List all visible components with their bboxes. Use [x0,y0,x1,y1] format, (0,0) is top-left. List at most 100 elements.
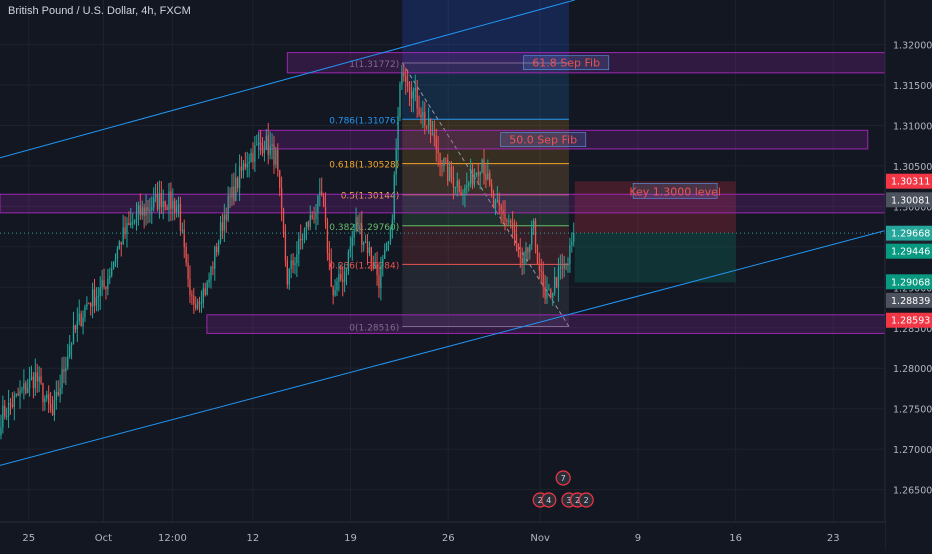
candle[interactable] [466,185,468,188]
candle[interactable] [256,144,258,146]
candle[interactable] [385,243,388,251]
candle[interactable] [489,173,491,185]
candle[interactable] [9,402,12,405]
candle[interactable] [380,266,382,289]
candle[interactable] [298,238,300,255]
candle[interactable] [126,223,128,235]
candle[interactable] [168,191,170,210]
candle[interactable] [496,200,499,202]
candle[interactable] [332,286,334,296]
candle[interactable] [28,378,31,388]
candle[interactable] [46,394,48,399]
candle[interactable] [206,282,208,295]
candle[interactable] [151,207,153,210]
candle[interactable] [132,222,134,224]
candle[interactable] [174,200,176,213]
candle[interactable] [97,295,99,298]
candle[interactable] [460,191,462,196]
candle[interactable] [447,159,449,182]
zone-rectangle[interactable] [206,314,886,334]
candle[interactable] [72,325,75,344]
candle[interactable] [17,393,19,396]
candle[interactable] [74,325,77,330]
candle[interactable] [483,159,485,175]
candle[interactable] [284,233,287,261]
candle[interactable] [555,276,558,288]
candle[interactable] [315,213,317,220]
candle[interactable] [389,229,392,242]
candle[interactable] [301,239,304,241]
candle[interactable] [172,200,174,209]
candle[interactable] [490,184,493,193]
candle[interactable] [336,281,338,291]
candle[interactable] [7,402,10,417]
candle[interactable] [219,222,222,242]
candle[interactable] [513,229,516,235]
candle[interactable] [124,227,126,235]
candle[interactable] [250,152,252,163]
candle[interactable] [202,288,205,304]
candle[interactable] [90,303,92,307]
candle[interactable] [473,174,476,185]
candle[interactable] [120,241,122,245]
candle[interactable] [414,88,416,91]
candle[interactable] [153,197,155,208]
candle[interactable] [477,172,479,176]
candle[interactable] [145,207,147,216]
candle[interactable] [36,372,38,382]
channel-line-upper[interactable] [0,0,575,159]
candle[interactable] [147,207,149,211]
candle[interactable] [48,394,50,404]
candle[interactable] [32,376,35,388]
candle[interactable] [160,192,162,208]
candle[interactable] [565,263,567,265]
candle[interactable] [280,187,283,209]
candle[interactable] [67,356,69,368]
candle[interactable] [321,191,323,196]
event-marker[interactable] [578,492,594,508]
candle[interactable] [393,174,395,220]
event-marker[interactable] [541,492,557,508]
candle[interactable] [279,170,281,188]
candle[interactable] [76,321,78,330]
candle[interactable] [548,289,550,291]
candle[interactable] [290,260,292,270]
candle[interactable] [469,169,472,184]
candle[interactable] [468,183,470,186]
candle[interactable] [403,72,405,76]
candle[interactable] [531,227,533,245]
candle[interactable] [464,187,466,194]
candle[interactable] [487,173,489,180]
candle[interactable] [546,289,548,299]
candle[interactable] [443,158,445,167]
candle[interactable] [401,72,403,85]
event-marker[interactable] [555,470,571,486]
candle[interactable] [502,210,504,214]
candle[interactable] [550,289,552,298]
candle[interactable] [481,159,483,172]
candle[interactable] [95,297,98,306]
candle[interactable] [156,194,159,210]
candle[interactable] [387,241,390,244]
candle[interactable] [471,169,474,185]
candle[interactable] [254,144,256,162]
candle[interactable] [34,372,36,388]
candle[interactable] [363,242,365,245]
candle[interactable] [233,186,235,201]
candle[interactable] [91,289,94,307]
candle[interactable] [286,260,289,285]
candle[interactable] [382,258,384,267]
candle[interactable] [105,286,107,289]
candle[interactable] [441,165,443,167]
candle[interactable] [305,222,308,229]
candle[interactable] [307,222,310,227]
candle[interactable] [114,258,117,262]
candle[interactable] [395,148,397,175]
candle[interactable] [328,253,331,260]
candle[interactable] [569,245,571,265]
candle[interactable] [494,200,497,208]
candle[interactable] [282,208,285,234]
candle[interactable] [27,387,29,393]
candle[interactable] [374,265,376,269]
candle[interactable] [313,217,315,220]
